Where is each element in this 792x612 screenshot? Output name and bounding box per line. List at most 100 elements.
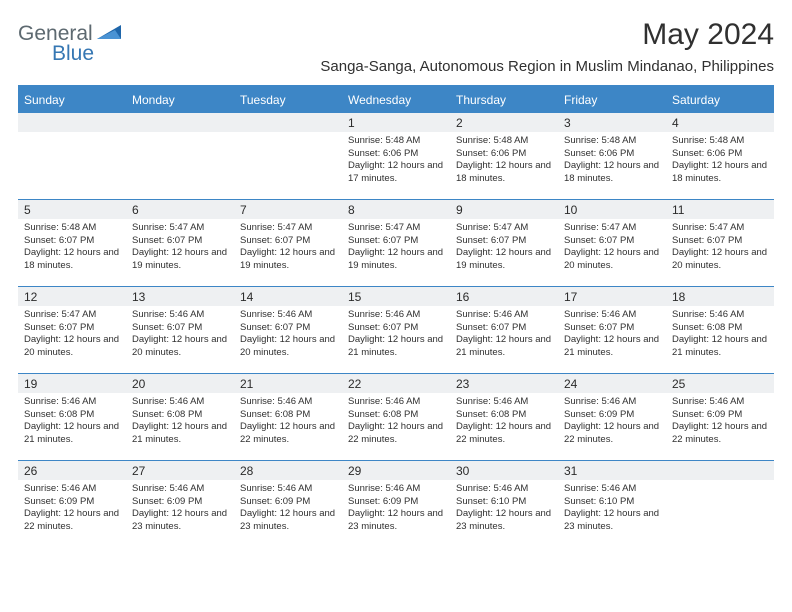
day-details: Sunrise: 5:46 AMSunset: 6:08 PMDaylight:…	[666, 306, 774, 364]
weekday-header: Saturday	[666, 88, 774, 113]
day-number: 11	[666, 200, 774, 219]
day-number: 2	[450, 113, 558, 132]
calendar-day-empty	[666, 461, 774, 547]
calendar-day: 12Sunrise: 5:47 AMSunset: 6:07 PMDayligh…	[18, 287, 126, 373]
calendar-day: 8Sunrise: 5:47 AMSunset: 6:07 PMDaylight…	[342, 200, 450, 286]
day-details	[234, 132, 342, 187]
weekday-header: Tuesday	[234, 88, 342, 113]
day-number	[126, 113, 234, 132]
day-number: 26	[18, 461, 126, 480]
day-number: 31	[558, 461, 666, 480]
calendar-day: 27Sunrise: 5:46 AMSunset: 6:09 PMDayligh…	[126, 461, 234, 547]
day-details: Sunrise: 5:46 AMSunset: 6:07 PMDaylight:…	[126, 306, 234, 364]
calendar-day: 13Sunrise: 5:46 AMSunset: 6:07 PMDayligh…	[126, 287, 234, 373]
day-number	[666, 461, 774, 480]
page-title: May 2024	[320, 18, 774, 52]
location-subtitle: Sanga-Sanga, Autonomous Region in Muslim…	[320, 58, 774, 75]
day-details	[18, 132, 126, 187]
calendar-day: 3Sunrise: 5:48 AMSunset: 6:06 PMDaylight…	[558, 113, 666, 199]
day-number: 27	[126, 461, 234, 480]
day-details	[666, 480, 774, 535]
calendar-day: 2Sunrise: 5:48 AMSunset: 6:06 PMDaylight…	[450, 113, 558, 199]
day-number	[18, 113, 126, 132]
day-number: 5	[18, 200, 126, 219]
header: General Blue May 2024 Sanga-Sanga, Auton…	[18, 18, 774, 75]
day-number: 13	[126, 287, 234, 306]
calendar-day: 31Sunrise: 5:46 AMSunset: 6:10 PMDayligh…	[558, 461, 666, 547]
calendar-day: 22Sunrise: 5:46 AMSunset: 6:08 PMDayligh…	[342, 374, 450, 460]
day-number: 6	[126, 200, 234, 219]
day-details: Sunrise: 5:47 AMSunset: 6:07 PMDaylight:…	[558, 219, 666, 277]
calendar-day: 28Sunrise: 5:46 AMSunset: 6:09 PMDayligh…	[234, 461, 342, 547]
day-details: Sunrise: 5:48 AMSunset: 6:06 PMDaylight:…	[558, 132, 666, 190]
day-number: 14	[234, 287, 342, 306]
calendar-day: 4Sunrise: 5:48 AMSunset: 6:06 PMDaylight…	[666, 113, 774, 199]
calendar-week: 12Sunrise: 5:47 AMSunset: 6:07 PMDayligh…	[18, 286, 774, 373]
day-number: 1	[342, 113, 450, 132]
weekday-header-row: SundayMondayTuesdayWednesdayThursdayFrid…	[18, 88, 774, 113]
day-details: Sunrise: 5:46 AMSunset: 6:07 PMDaylight:…	[234, 306, 342, 364]
day-details: Sunrise: 5:48 AMSunset: 6:06 PMDaylight:…	[666, 132, 774, 190]
calendar-day: 23Sunrise: 5:46 AMSunset: 6:08 PMDayligh…	[450, 374, 558, 460]
day-details: Sunrise: 5:46 AMSunset: 6:09 PMDaylight:…	[342, 480, 450, 538]
day-number: 23	[450, 374, 558, 393]
calendar-day: 24Sunrise: 5:46 AMSunset: 6:09 PMDayligh…	[558, 374, 666, 460]
calendar-day-empty	[18, 113, 126, 199]
calendar-day: 17Sunrise: 5:46 AMSunset: 6:07 PMDayligh…	[558, 287, 666, 373]
day-number: 4	[666, 113, 774, 132]
day-details: Sunrise: 5:48 AMSunset: 6:07 PMDaylight:…	[18, 219, 126, 277]
day-number: 10	[558, 200, 666, 219]
calendar-day: 20Sunrise: 5:46 AMSunset: 6:08 PMDayligh…	[126, 374, 234, 460]
weekday-header: Friday	[558, 88, 666, 113]
calendar-day-empty	[126, 113, 234, 199]
day-details: Sunrise: 5:47 AMSunset: 6:07 PMDaylight:…	[666, 219, 774, 277]
brand-logo: General Blue	[18, 18, 123, 66]
day-details: Sunrise: 5:46 AMSunset: 6:09 PMDaylight:…	[666, 393, 774, 451]
day-number: 15	[342, 287, 450, 306]
day-details: Sunrise: 5:48 AMSunset: 6:06 PMDaylight:…	[342, 132, 450, 190]
day-details: Sunrise: 5:46 AMSunset: 6:09 PMDaylight:…	[126, 480, 234, 538]
weekday-header: Thursday	[450, 88, 558, 113]
calendar-day: 21Sunrise: 5:46 AMSunset: 6:08 PMDayligh…	[234, 374, 342, 460]
calendar-day: 26Sunrise: 5:46 AMSunset: 6:09 PMDayligh…	[18, 461, 126, 547]
day-number: 22	[342, 374, 450, 393]
day-details: Sunrise: 5:46 AMSunset: 6:10 PMDaylight:…	[558, 480, 666, 538]
calendar-day: 7Sunrise: 5:47 AMSunset: 6:07 PMDaylight…	[234, 200, 342, 286]
calendar-day: 29Sunrise: 5:46 AMSunset: 6:09 PMDayligh…	[342, 461, 450, 547]
day-details: Sunrise: 5:47 AMSunset: 6:07 PMDaylight:…	[234, 219, 342, 277]
day-details: Sunrise: 5:46 AMSunset: 6:08 PMDaylight:…	[450, 393, 558, 451]
weekday-header: Wednesday	[342, 88, 450, 113]
day-number: 20	[126, 374, 234, 393]
day-number: 21	[234, 374, 342, 393]
calendar-day: 18Sunrise: 5:46 AMSunset: 6:08 PMDayligh…	[666, 287, 774, 373]
day-details: Sunrise: 5:47 AMSunset: 6:07 PMDaylight:…	[450, 219, 558, 277]
day-details: Sunrise: 5:47 AMSunset: 6:07 PMDaylight:…	[126, 219, 234, 277]
day-details: Sunrise: 5:48 AMSunset: 6:06 PMDaylight:…	[450, 132, 558, 190]
calendar-day: 30Sunrise: 5:46 AMSunset: 6:10 PMDayligh…	[450, 461, 558, 547]
day-details: Sunrise: 5:47 AMSunset: 6:07 PMDaylight:…	[18, 306, 126, 364]
day-details: Sunrise: 5:46 AMSunset: 6:07 PMDaylight:…	[450, 306, 558, 364]
calendar-week: 5Sunrise: 5:48 AMSunset: 6:07 PMDaylight…	[18, 199, 774, 286]
calendar-day-empty	[234, 113, 342, 199]
calendar-day: 16Sunrise: 5:46 AMSunset: 6:07 PMDayligh…	[450, 287, 558, 373]
day-number: 29	[342, 461, 450, 480]
day-number: 9	[450, 200, 558, 219]
day-details: Sunrise: 5:47 AMSunset: 6:07 PMDaylight:…	[342, 219, 450, 277]
day-number: 28	[234, 461, 342, 480]
day-details: Sunrise: 5:46 AMSunset: 6:07 PMDaylight:…	[342, 306, 450, 364]
day-number: 12	[18, 287, 126, 306]
calendar-day: 6Sunrise: 5:47 AMSunset: 6:07 PMDaylight…	[126, 200, 234, 286]
calendar-day: 5Sunrise: 5:48 AMSunset: 6:07 PMDaylight…	[18, 200, 126, 286]
day-number: 18	[666, 287, 774, 306]
day-number: 19	[18, 374, 126, 393]
day-number: 16	[450, 287, 558, 306]
calendar-week: 26Sunrise: 5:46 AMSunset: 6:09 PMDayligh…	[18, 460, 774, 547]
day-details: Sunrise: 5:46 AMSunset: 6:08 PMDaylight:…	[18, 393, 126, 451]
calendar-day: 14Sunrise: 5:46 AMSunset: 6:07 PMDayligh…	[234, 287, 342, 373]
calendar-week: 1Sunrise: 5:48 AMSunset: 6:06 PMDaylight…	[18, 113, 774, 199]
calendar-day: 15Sunrise: 5:46 AMSunset: 6:07 PMDayligh…	[342, 287, 450, 373]
calendar-day: 1Sunrise: 5:48 AMSunset: 6:06 PMDaylight…	[342, 113, 450, 199]
day-number: 8	[342, 200, 450, 219]
day-details: Sunrise: 5:46 AMSunset: 6:09 PMDaylight:…	[234, 480, 342, 538]
calendar: SundayMondayTuesdayWednesdayThursdayFrid…	[18, 85, 774, 547]
